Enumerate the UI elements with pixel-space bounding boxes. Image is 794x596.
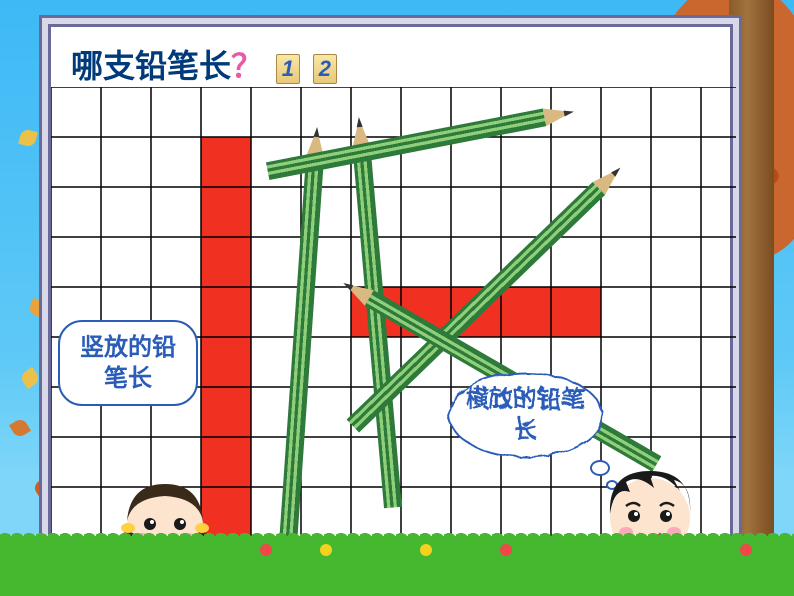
bubble-left-text: 竖放的铅笔长 xyxy=(80,334,176,392)
speech-bubble-left: 竖放的铅笔长 xyxy=(58,320,198,406)
bubble-right-text: 横放的铅笔长 xyxy=(464,384,584,442)
flower xyxy=(260,544,272,556)
flower xyxy=(500,544,512,556)
flower xyxy=(420,544,432,556)
pencil-p1 xyxy=(279,128,326,548)
flower xyxy=(740,544,752,556)
falling-leaf xyxy=(19,367,41,389)
falling-leaf xyxy=(18,128,38,148)
flower xyxy=(320,544,332,556)
falling-leaf xyxy=(9,417,31,439)
grass-foreground xyxy=(0,536,794,596)
falling-leaf xyxy=(28,298,49,319)
thought-bubble-right: 横放的铅笔长 xyxy=(446,370,601,456)
